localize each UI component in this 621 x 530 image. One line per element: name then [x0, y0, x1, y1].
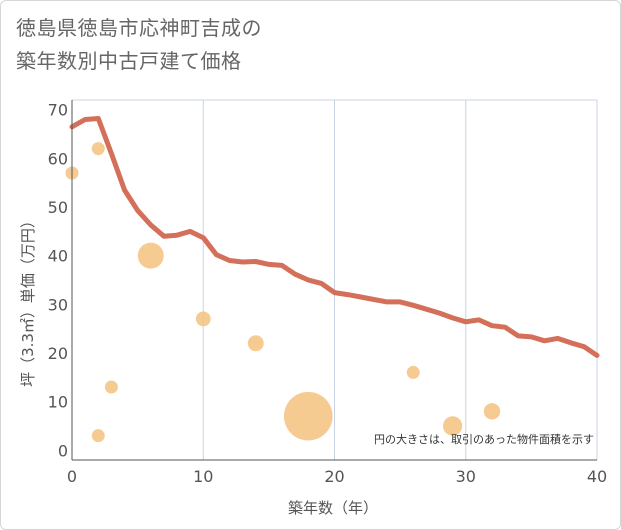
y-tick-label-1: 10 — [48, 393, 68, 412]
x-tick-label-3: 30 — [456, 467, 476, 486]
chart-title: 徳島県徳島市応神町吉成の 築年数別中古戸建て価格 — [16, 12, 576, 78]
bubble-point-5 — [195, 311, 211, 327]
x-tick-label-2: 20 — [324, 467, 344, 486]
y-tick-label-7: 70 — [48, 101, 68, 120]
y-tick-label-4: 40 — [48, 247, 68, 266]
y-tick-label-6: 60 — [48, 149, 68, 168]
chart-title-line-2: 築年数別中古戸建て価格 — [16, 49, 242, 73]
bubble-point-4 — [137, 242, 164, 269]
bubble-layer — [65, 142, 501, 443]
bubble-point-6 — [247, 335, 264, 352]
x-axis-label: 築年数（年） — [288, 499, 378, 517]
y-tick-label-0: 0 — [58, 441, 68, 460]
tick-layer: 0 10 20 30 40 0 10 20 30 40 50 60 70 — [48, 101, 608, 486]
axis-layer — [71, 100, 597, 461]
bubble-point-8 — [406, 365, 420, 379]
bubble-point-7 — [283, 391, 333, 441]
bubble-point-2 — [91, 429, 105, 443]
bubble-point-10 — [483, 403, 501, 420]
bubble-point-9 — [442, 416, 463, 436]
y-tick-label-3: 30 — [48, 295, 68, 314]
price-trend-line — [69, 116, 600, 358]
x-tick-label-1: 10 — [193, 467, 213, 486]
size-legend-note: 円の大きさは、取引のあった物件面積を示す — [374, 432, 594, 446]
grid-layer — [72, 99, 598, 460]
x-tick-label-4: 40 — [587, 467, 607, 486]
y-axis-label: 坪（3.3㎡）単価（万円） — [19, 213, 37, 387]
y-tick-label-2: 20 — [48, 344, 68, 363]
chart-title-line-1: 徳島県徳島市応神町吉成の — [16, 16, 262, 40]
bubble-point-1 — [91, 142, 105, 156]
y-tick-label-5: 50 — [48, 198, 68, 217]
line-layer — [69, 116, 600, 358]
x-tick-label-0: 0 — [67, 467, 77, 486]
bubble-point-3 — [104, 380, 118, 394]
